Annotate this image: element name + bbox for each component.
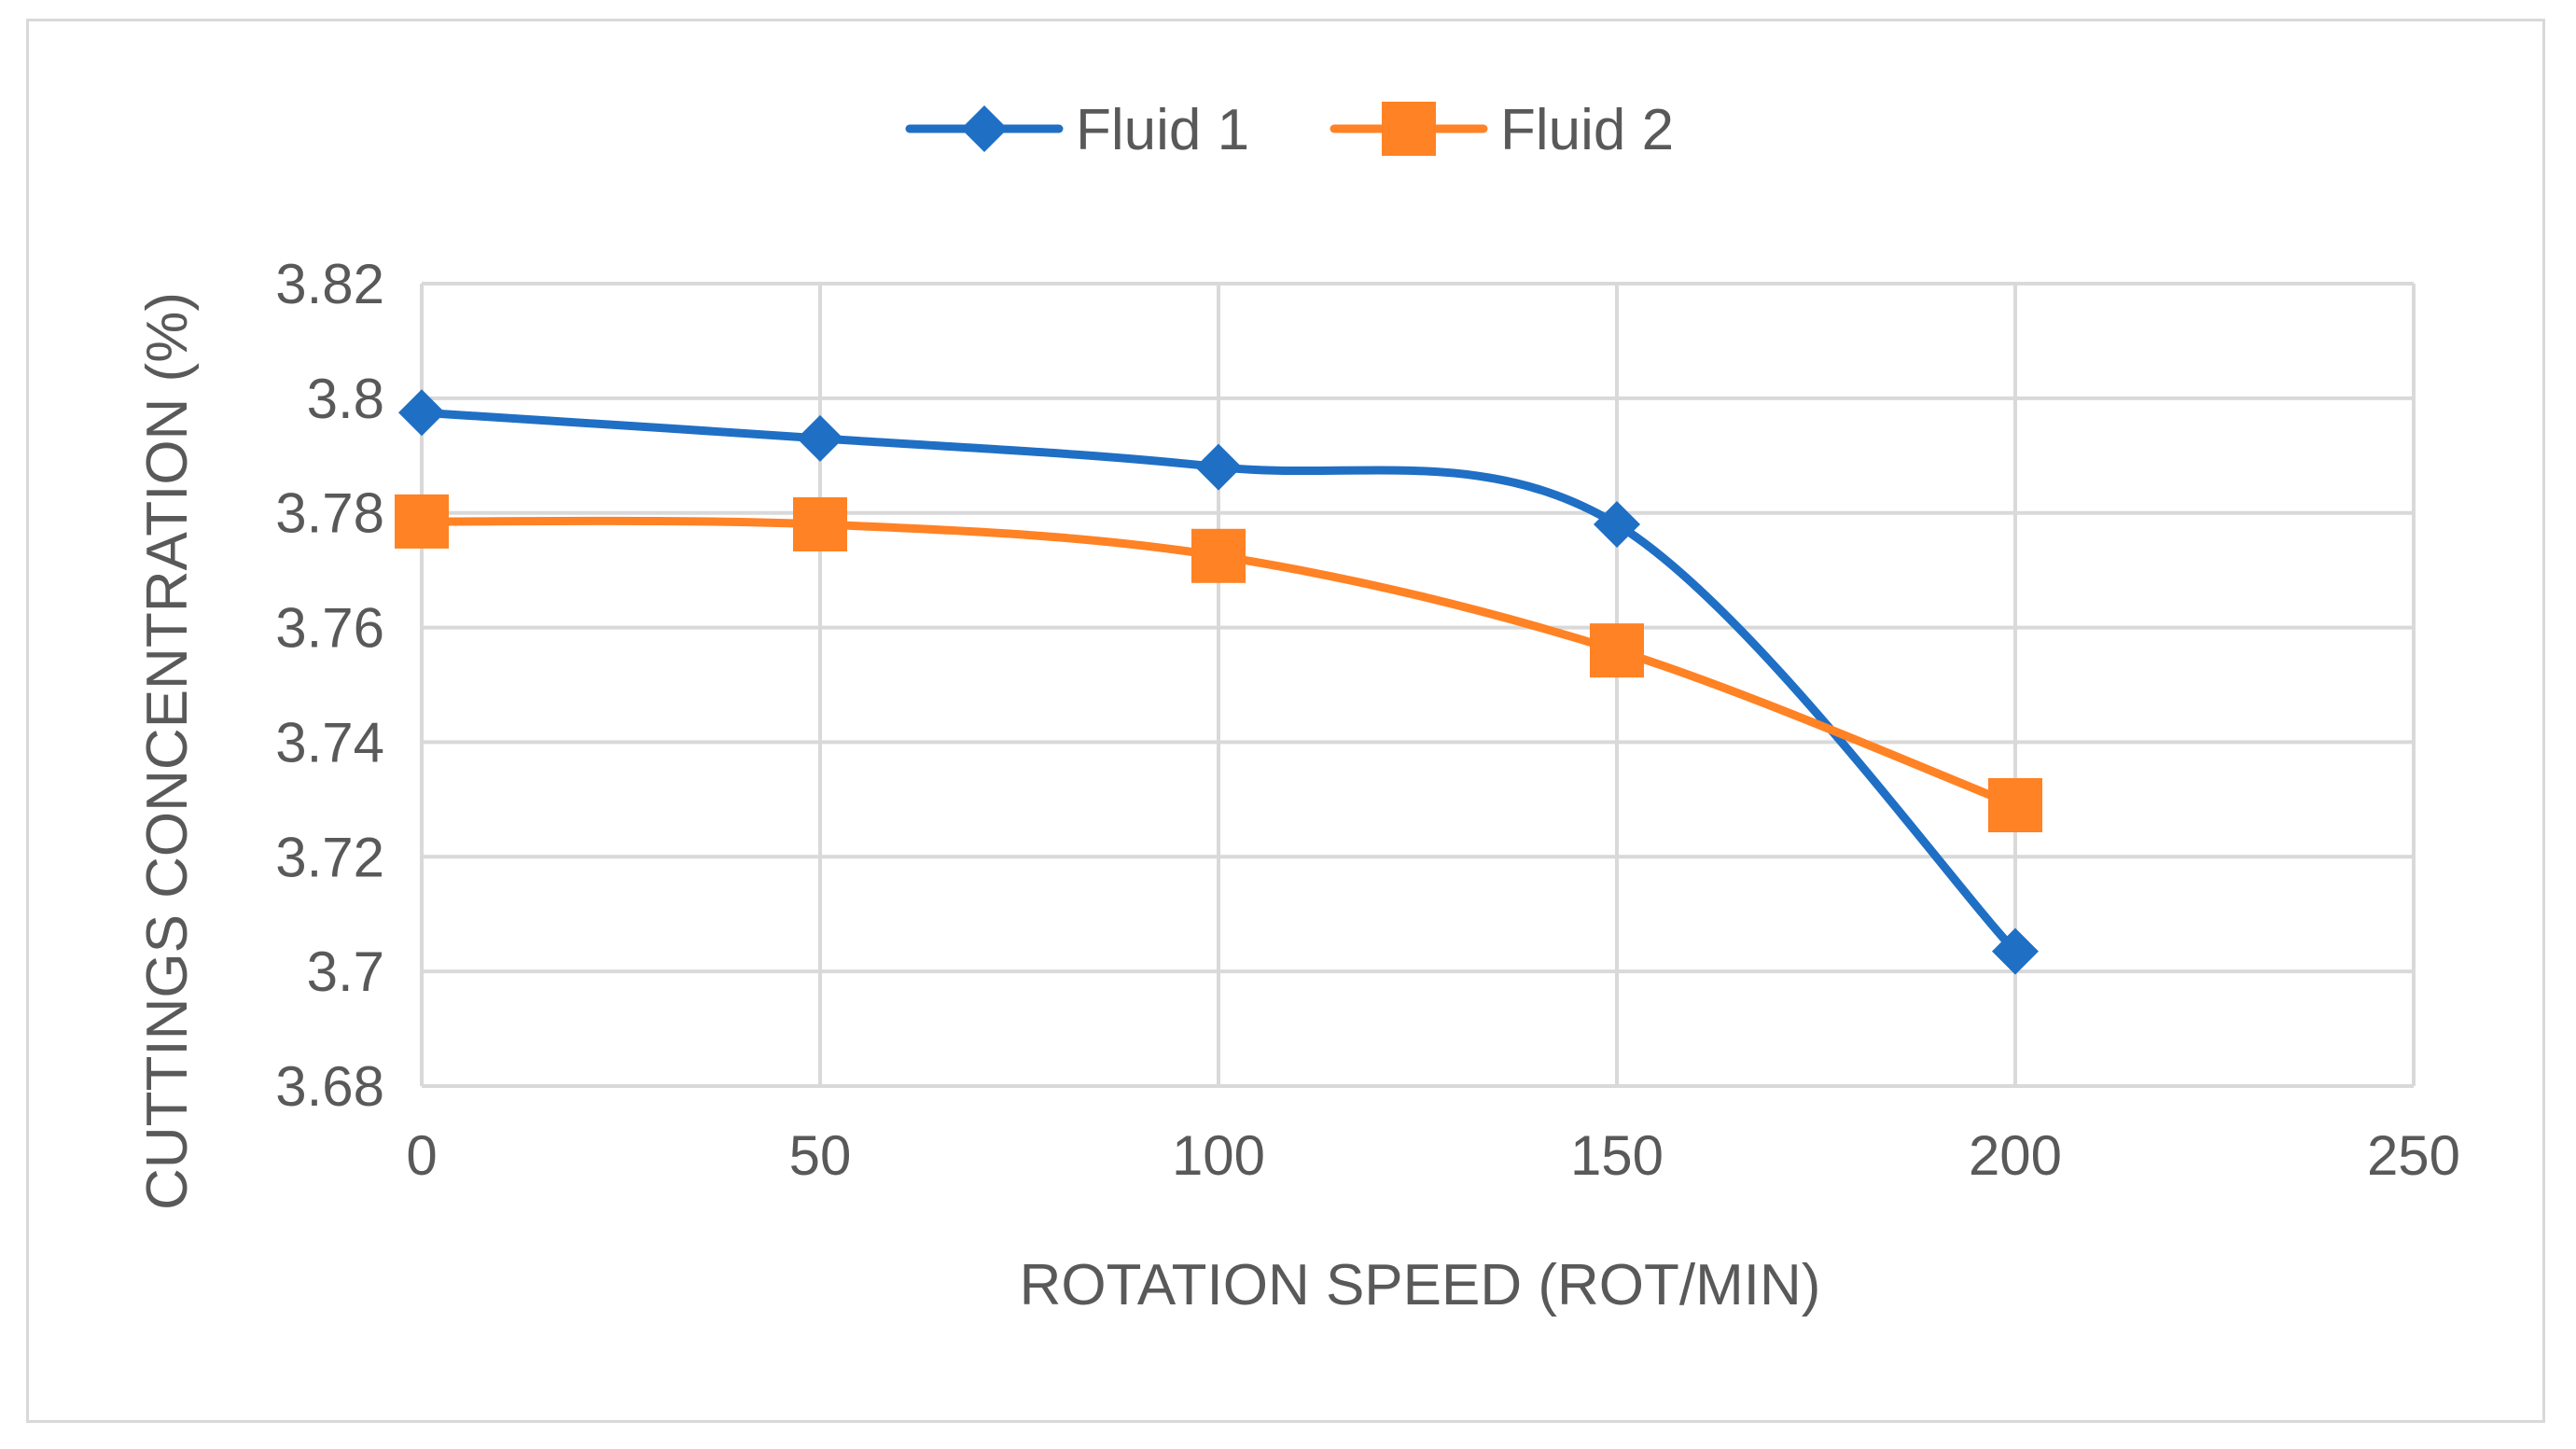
y-tick-label: 3.76 xyxy=(275,597,384,660)
data-point-fluid-1 xyxy=(1594,501,1640,548)
x-tick-label: 200 xyxy=(1969,1124,2062,1187)
series-line-fluid-1 xyxy=(417,408,2020,956)
data-point-fluid-1 xyxy=(797,414,843,462)
x-tick-label: 250 xyxy=(2367,1124,2460,1187)
series-markers xyxy=(395,389,2042,975)
y-tick-label: 3.74 xyxy=(275,711,384,773)
tick-labels: 3.68 3.7 3.72 3.74 3.76 3.78 3.8 3.82 0 50 100 150 2… xyxy=(275,253,2460,1187)
data-point-fluid-2 xyxy=(395,494,449,549)
y-tick-label: 3.7 xyxy=(307,940,384,1003)
legend-marker-fluid-2 xyxy=(1382,102,1436,156)
x-axis-title: ROTATION SPEED (ROT/MIN) xyxy=(1020,1253,1821,1317)
y-tick-label: 3.78 xyxy=(275,482,384,545)
data-point-fluid-1 xyxy=(1195,443,1242,491)
y-tick-label: 3.8 xyxy=(307,368,384,430)
chart-frame xyxy=(26,19,2545,1423)
data-point-fluid-2 xyxy=(1191,528,1246,583)
legend-label-fluid-1: Fluid 1 xyxy=(1076,98,1249,162)
gridlines xyxy=(420,282,2416,1088)
legend-marker-fluid-1 xyxy=(961,105,1008,152)
data-point-fluid-2 xyxy=(1590,623,1644,678)
x-tick-label: 50 xyxy=(789,1124,852,1187)
data-point-fluid-1 xyxy=(398,389,445,437)
legend: Fluid 1 Fluid 2 xyxy=(905,98,1674,162)
legend-label-fluid-2: Fluid 2 xyxy=(1500,98,1674,162)
data-point-fluid-1 xyxy=(1992,927,2039,975)
y-tick-label: 3.68 xyxy=(275,1055,384,1118)
data-point-fluid-2 xyxy=(793,497,847,551)
x-tick-label: 100 xyxy=(1172,1124,1265,1187)
data-point-fluid-2 xyxy=(1988,778,2042,832)
y-tick-label: 3.82 xyxy=(275,253,384,315)
y-axis-title: CUTTINGS CONCENTRATION (%) xyxy=(135,292,200,1210)
x-tick-label: 150 xyxy=(1570,1124,1664,1187)
y-tick-label: 3.72 xyxy=(275,826,384,888)
x-tick-label: 0 xyxy=(406,1124,437,1187)
